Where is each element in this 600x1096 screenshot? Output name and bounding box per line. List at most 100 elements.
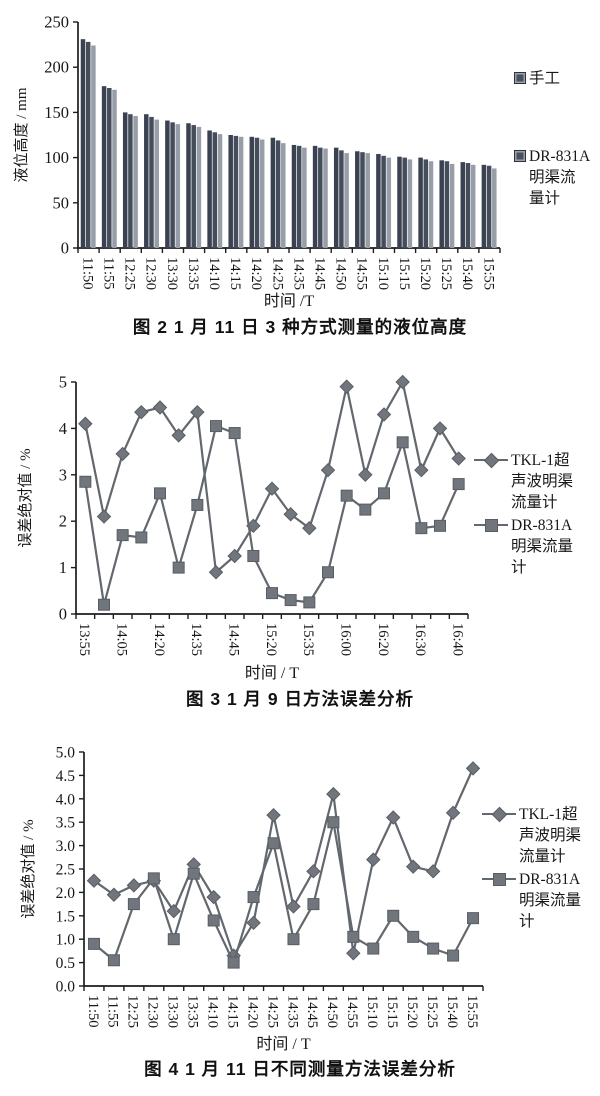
svg-text:14:20: 14:20 bbox=[248, 257, 264, 290]
legend-label: TKL-1超 声波明渠 流量计 bbox=[519, 806, 582, 865]
svg-text:16:00: 16:00 bbox=[337, 623, 353, 656]
svg-text:2.5: 2.5 bbox=[56, 862, 76, 879]
svg-text:14:55: 14:55 bbox=[354, 257, 370, 290]
legend-square-swatch-icon bbox=[514, 150, 526, 162]
svg-text:1.0: 1.0 bbox=[56, 932, 76, 949]
svg-text:200: 200 bbox=[44, 58, 69, 77]
line-chart-area: 0.0 0.5 1.0 1.5 2.0 2.5 3.0 3.5 4.0 4.5 5.0 11:50 11… bbox=[0, 736, 600, 1054]
svg-text:液位高度 / mm: 液位高度 / mm bbox=[13, 87, 30, 182]
svg-text:1.5: 1.5 bbox=[56, 908, 76, 925]
svg-text:50: 50 bbox=[53, 193, 70, 212]
legend-diamond-line-icon bbox=[474, 452, 508, 469]
svg-text:15:20: 15:20 bbox=[417, 257, 433, 290]
legend-label: DR-831A 明渠流量 计 bbox=[511, 517, 574, 576]
legend-entry-dr831a: DR-831A 明渠流量 计 bbox=[482, 869, 581, 932]
jan11-error-line-chart: 0.0 0.5 1.0 1.5 2.0 2.5 3.0 3.5 4.0 4.5 5.0 11:50 11… bbox=[20, 745, 484, 1053]
svg-text:11:55: 11:55 bbox=[105, 995, 121, 1028]
svg-text:14:45: 14:45 bbox=[225, 623, 241, 656]
svg-text:15:15: 15:15 bbox=[384, 995, 400, 1028]
legend-diamond-line-icon bbox=[482, 806, 516, 823]
svg-text:13:35: 13:35 bbox=[185, 995, 201, 1028]
svg-text:0.0: 0.0 bbox=[56, 979, 76, 996]
svg-text:14:35: 14:35 bbox=[290, 257, 306, 290]
svg-text:11:55: 11:55 bbox=[100, 257, 116, 290]
line-chart-area: 0 1 2 3 4 5 13:55 14:05 14:20 14:35 14:45 15:20 15:3… bbox=[0, 362, 600, 684]
svg-text:15:10: 15:10 bbox=[364, 995, 380, 1028]
svg-text:13:30: 13:30 bbox=[164, 257, 180, 290]
legend-entry-tkl1: TKL-1超 声波明渠 流量计 bbox=[482, 804, 581, 867]
svg-text:15:25: 15:25 bbox=[424, 995, 440, 1028]
legend-entry-dr831a: DR-831A 明渠流 量计 bbox=[514, 146, 590, 209]
legend-square-line-icon bbox=[474, 519, 508, 532]
svg-text:14:35: 14:35 bbox=[284, 995, 300, 1028]
svg-text:14:50: 14:50 bbox=[333, 257, 349, 290]
svg-text:250: 250 bbox=[44, 13, 69, 32]
svg-text:15:25: 15:25 bbox=[438, 257, 454, 290]
svg-text:150: 150 bbox=[44, 103, 69, 122]
svg-text:3: 3 bbox=[59, 465, 67, 484]
svg-text:16:30: 16:30 bbox=[412, 623, 428, 656]
figure-2-caption: 图 2 1 月 11 日 3 种方式测量的液位高度 bbox=[132, 317, 468, 337]
figure-3: 0 1 2 3 4 5 13:55 14:05 14:20 14:35 14:45 15:20 15:3… bbox=[0, 362, 600, 712]
legend-entry-manual: 手工 bbox=[514, 68, 590, 89]
bar-chart-area: 0 50 100 150 200 250 11:50 11:55 12:25 12:30 13:30… bbox=[0, 6, 600, 312]
legend-entry-dr831a: DR-831A 明渠流量 计 bbox=[474, 515, 573, 578]
svg-text:12:30: 12:30 bbox=[145, 995, 161, 1028]
svg-text:0.5: 0.5 bbox=[56, 955, 76, 972]
svg-text:2.0: 2.0 bbox=[56, 885, 76, 902]
legend-label: 手工 bbox=[529, 70, 561, 87]
svg-text:0: 0 bbox=[59, 605, 67, 624]
svg-text:14:45: 14:45 bbox=[311, 257, 327, 290]
legend-figure-3: TKL-1超 声波明渠 流量计 DR-831A 明渠流量 计 bbox=[474, 450, 573, 578]
svg-text:15:15: 15:15 bbox=[396, 257, 412, 290]
svg-text:0: 0 bbox=[61, 239, 69, 258]
svg-text:14:50: 14:50 bbox=[324, 995, 340, 1028]
svg-text:4.0: 4.0 bbox=[56, 791, 76, 808]
svg-text:16:40: 16:40 bbox=[449, 623, 465, 656]
svg-text:14:25: 14:25 bbox=[269, 257, 285, 290]
svg-text:15:55: 15:55 bbox=[464, 995, 480, 1028]
legend-label: TKL-1超 声波明渠 流量计 bbox=[511, 452, 574, 511]
legend-label: DR-831A 明渠流量 计 bbox=[519, 871, 582, 930]
svg-text:11:50: 11:50 bbox=[85, 995, 101, 1028]
liquid-level-bar-chart: 0 50 100 150 200 250 11:50 11:55 12:25 12:30 13:30… bbox=[13, 13, 501, 310]
svg-text:100: 100 bbox=[44, 148, 69, 167]
svg-text:13:35: 13:35 bbox=[185, 257, 201, 290]
svg-text:14:15: 14:15 bbox=[224, 995, 240, 1028]
svg-text:15:40: 15:40 bbox=[459, 257, 475, 290]
figure-2: 0 50 100 150 200 250 11:50 11:55 12:25 12:30 13:30… bbox=[0, 6, 600, 340]
svg-text:16:20: 16:20 bbox=[375, 623, 391, 656]
svg-text:14:20: 14:20 bbox=[151, 623, 167, 656]
figure-4-caption: 图 4 1 月 11 日不同测量方法误差分析 bbox=[144, 1059, 456, 1079]
svg-text:15:20: 15:20 bbox=[263, 623, 279, 656]
legend-square-line-icon bbox=[482, 873, 516, 886]
svg-text:3.0: 3.0 bbox=[56, 838, 76, 855]
svg-text:11:50: 11:50 bbox=[79, 257, 95, 290]
svg-text:12:30: 12:30 bbox=[143, 257, 159, 290]
jan9-error-line-chart: 0 1 2 3 4 5 13:55 14:05 14:20 14:35 14:45 15:20 15:3… bbox=[17, 373, 469, 682]
figure-4: 0.0 0.5 1.0 1.5 2.0 2.5 3.0 3.5 4.0 4.5 5.0 11:50 11… bbox=[0, 736, 600, 1082]
svg-text:2: 2 bbox=[59, 512, 67, 531]
svg-text:12:25: 12:25 bbox=[125, 995, 141, 1028]
svg-text:14:10: 14:10 bbox=[204, 995, 220, 1028]
svg-text:误差绝对值 / %: 误差绝对值 / % bbox=[17, 448, 34, 547]
svg-text:时间 /T: 时间 /T bbox=[264, 292, 314, 310]
svg-text:13:55: 13:55 bbox=[76, 623, 92, 656]
svg-text:15:10: 15:10 bbox=[375, 257, 391, 290]
svg-text:5.0: 5.0 bbox=[56, 745, 76, 762]
svg-text:误差绝对值 / %: 误差绝对值 / % bbox=[20, 819, 37, 918]
svg-text:时间 / T: 时间 / T bbox=[245, 664, 299, 682]
svg-text:3.5: 3.5 bbox=[56, 815, 76, 832]
svg-text:14:45: 14:45 bbox=[304, 995, 320, 1028]
svg-text:14:25: 14:25 bbox=[264, 995, 280, 1028]
svg-text:1: 1 bbox=[59, 558, 67, 577]
figure-3-caption: 图 3 1 月 9 日方法误差分析 bbox=[185, 689, 414, 709]
svg-text:12:25: 12:25 bbox=[122, 257, 138, 290]
svg-text:15:35: 15:35 bbox=[300, 623, 316, 656]
legend-figure-2: 手工 DR-831A 明渠流 量计 bbox=[514, 68, 590, 209]
svg-text:14:15: 14:15 bbox=[227, 257, 243, 290]
svg-text:4.5: 4.5 bbox=[56, 768, 76, 785]
svg-text:14:55: 14:55 bbox=[344, 995, 360, 1028]
legend-label: DR-831A 明渠流 量计 bbox=[529, 148, 591, 207]
